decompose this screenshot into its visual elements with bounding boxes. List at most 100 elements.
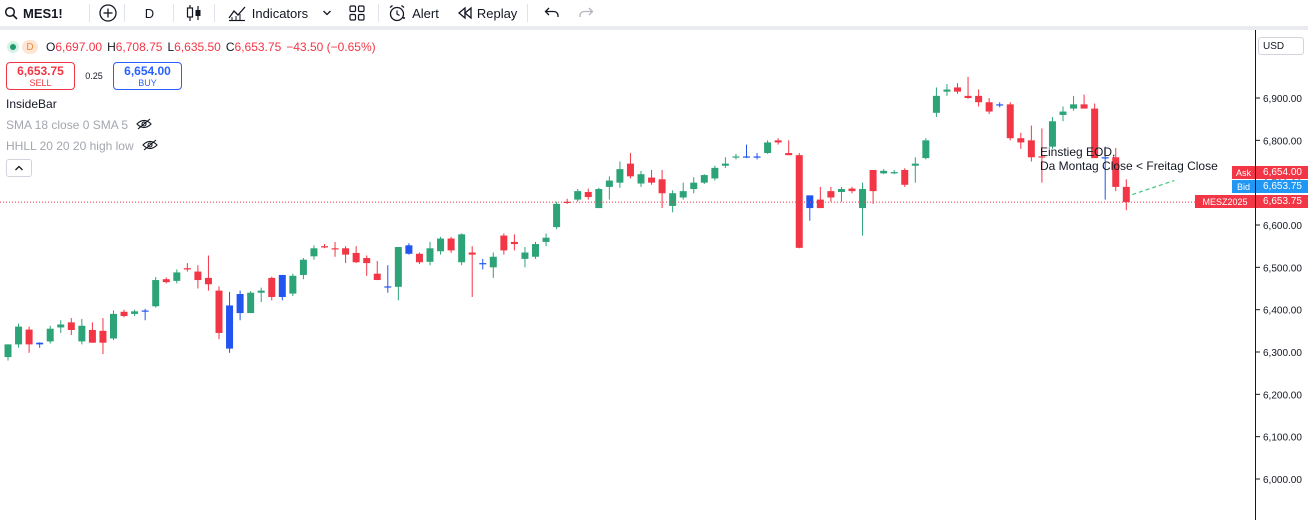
chevron-up-icon [15,165,23,171]
chart-pane[interactable]: Einstieg EOD, Da Montag Close < Freitag … [0,30,1255,520]
candle-body [479,263,487,265]
candle-body [1048,121,1056,147]
high-label: H [107,40,116,54]
grid-icon [349,5,365,21]
close-value: 6,653.75 [234,40,282,54]
candle-body [1038,156,1046,158]
low-label: L [167,40,175,54]
legend-collapse-row [6,159,381,177]
toolbar-divider [527,4,529,22]
candle-body [1101,157,1109,159]
ask-price-label: 6,654.00 [1256,166,1308,179]
symbol-search[interactable]: MES1! [4,0,63,26]
candle-body [352,252,360,263]
indicators-icon [227,4,247,22]
redo-icon [579,7,594,17]
undo-button[interactable] [544,0,560,26]
templates-button[interactable] [348,0,366,26]
axis-tick-label: 6,900.00 [1263,94,1302,105]
candle-body [331,248,339,250]
indicator-insidebar[interactable]: InsideBar [6,95,381,113]
toolbar-divider [123,4,125,22]
candle-body [764,142,772,154]
indicator-hhll[interactable]: HHLL 20 20 20 high low [6,137,381,155]
candle-body [574,191,582,200]
candle-body [806,195,814,209]
toolbar-border [0,26,1308,30]
symbol-tag-label: MESZ2025 [1202,196,1248,207]
chart-type-button[interactable] [184,0,204,26]
replay-button[interactable]: Replay [457,0,517,26]
axis-tick-label: 6,100.00 [1263,433,1302,444]
indicator-label: HHLL 20 20 20 high low [6,139,134,153]
candle-body [880,170,888,174]
candle-body [1112,157,1120,187]
candle-body [204,277,212,285]
symbol-label: MES1! [23,5,63,21]
bid-value: 6,653.75 [1263,181,1302,192]
candle-body [394,247,402,287]
axis-tick-label: 6,300.00 [1263,348,1302,359]
candle-body [827,191,835,198]
candle-body [373,273,381,281]
sell-price: 6,653.75 [17,64,64,78]
candle-body [226,305,234,349]
currency-selector[interactable]: USD [1258,37,1304,55]
interval-button[interactable]: D [145,0,167,26]
candlestick-chart[interactable] [0,30,1255,520]
chart-annotation[interactable]: Einstieg EOD, Da Montag Close < Freitag … [1040,145,1218,173]
plus-circle-icon [99,4,117,22]
compare-symbol-button[interactable] [98,0,118,26]
candle-body [384,286,392,288]
candle-body [626,163,634,177]
candle-body [542,237,550,242]
candle-body [911,163,919,166]
buy-button[interactable]: 6,654.00 BUY [113,62,182,90]
undo-icon [544,7,559,17]
candle-body [996,104,1004,106]
indicator-sma[interactable]: SMA 18 close 0 SMA 5 [6,116,381,134]
indicators-button[interactable]: Indicators [227,0,308,26]
hidden-eye-icon[interactable] [136,118,152,133]
candle-body [4,344,12,358]
legend-collapse-button[interactable] [6,159,32,177]
sell-button[interactable]: 6,653.75 SELL [6,62,75,90]
candle-body [67,322,75,330]
market-status-badge[interactable]: D [6,40,38,54]
candle-body [15,326,23,345]
toolbar-divider [88,4,90,22]
alarm-clock-icon [387,3,407,23]
candle-body [732,156,740,158]
candle-body [700,175,708,183]
candle-body [1070,104,1078,109]
candle-body [721,163,729,166]
candle-body [46,328,54,342]
candle-body [901,169,909,185]
open-value: 6,697.00 [55,40,103,54]
candle-body [500,235,508,251]
candle-body [1006,104,1014,139]
candle-body [36,342,44,345]
candles-icon [186,5,201,21]
low-value: 6,635.50 [174,40,221,54]
candle-body [785,153,793,156]
candle-body [131,311,139,314]
candle-body [954,87,961,92]
spread-value: 0.25 [85,71,103,81]
hidden-eye-icon[interactable] [141,139,158,154]
candle-body [753,156,761,158]
indicators-dropdown[interactable] [322,0,332,26]
candle-body [152,280,160,307]
alert-button[interactable]: Alert [387,0,439,26]
candle-body [458,234,466,263]
price-axis[interactable]: USD 6,900.006,800.006,700.006,600.006,50… [1255,30,1308,520]
candle-body [932,95,940,113]
axis-tick-label: 6,200.00 [1263,390,1302,401]
rewind-icon [457,6,473,20]
candle-body [415,253,423,263]
candle-body [405,245,413,254]
candle-body [110,313,117,339]
candle-body [247,292,255,314]
redo-button[interactable] [578,0,594,26]
indicator-label: InsideBar [6,97,57,111]
